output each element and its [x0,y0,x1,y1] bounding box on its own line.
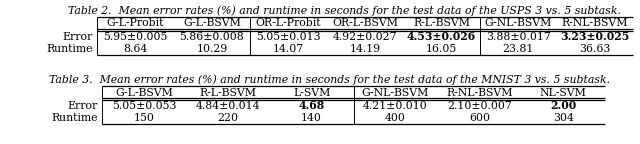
Text: 8.64: 8.64 [123,44,147,54]
Text: 23.81: 23.81 [502,44,534,54]
Text: R-NL-BSVM: R-NL-BSVM [561,18,628,29]
Text: 5.95±0.005: 5.95±0.005 [103,32,168,42]
Text: 304: 304 [553,113,573,123]
Text: OR-L-Probit: OR-L-Probit [255,18,321,29]
Text: 220: 220 [217,113,238,123]
Text: 14.07: 14.07 [273,44,304,54]
Text: 5.05±0.053: 5.05±0.053 [111,101,176,111]
Text: 16.05: 16.05 [426,44,457,54]
Text: Runtime: Runtime [47,44,93,54]
Text: G-L-BSVM: G-L-BSVM [115,88,173,97]
Text: 3.88±0.017: 3.88±0.017 [486,32,550,42]
Text: 5.86±0.008: 5.86±0.008 [179,32,244,42]
Text: Error: Error [63,32,93,42]
Text: 140: 140 [301,113,322,123]
Text: Runtime: Runtime [51,113,98,123]
Text: R-NL-BSVM: R-NL-BSVM [446,88,513,97]
Text: NL-SVM: NL-SVM [540,88,586,97]
Text: 600: 600 [468,113,490,123]
Text: G-NL-BSVM: G-NL-BSVM [484,18,552,29]
Text: OR-L-BSVM: OR-L-BSVM [332,18,398,29]
Text: 400: 400 [385,113,406,123]
Text: 3.23±0.025: 3.23±0.025 [560,31,629,42]
Text: 36.63: 36.63 [579,44,611,54]
Text: 5.05±0.013: 5.05±0.013 [256,32,321,42]
Text: 2.00: 2.00 [550,100,576,111]
Text: 4.68: 4.68 [298,100,324,111]
Text: 4.84±0.014: 4.84±0.014 [195,101,260,111]
Text: L-SVM: L-SVM [293,88,330,97]
Text: 10.29: 10.29 [196,44,227,54]
Text: 14.19: 14.19 [349,44,381,54]
Text: 4.92±0.027: 4.92±0.027 [333,32,397,42]
Text: 4.53±0.026: 4.53±0.026 [407,31,476,42]
Text: G-NL-BSVM: G-NL-BSVM [362,88,429,97]
Text: 4.21±0.010: 4.21±0.010 [363,101,428,111]
Text: G-L-Probit: G-L-Probit [107,18,164,29]
Text: Table 3.  Mean error rates (%) and runtime in seconds for the test data of the M: Table 3. Mean error rates (%) and runtim… [49,74,611,85]
Text: 2.10±0.007: 2.10±0.007 [447,101,511,111]
Text: G-L-BSVM: G-L-BSVM [183,18,241,29]
Text: R-L-BSVM: R-L-BSVM [413,18,470,29]
Text: 150: 150 [134,113,154,123]
Text: Error: Error [68,101,98,111]
Text: Table 2.  Mean error rates (%) and runtime in seconds for the test data of the U: Table 2. Mean error rates (%) and runtim… [67,5,621,16]
Text: R-L-BSVM: R-L-BSVM [199,88,256,97]
